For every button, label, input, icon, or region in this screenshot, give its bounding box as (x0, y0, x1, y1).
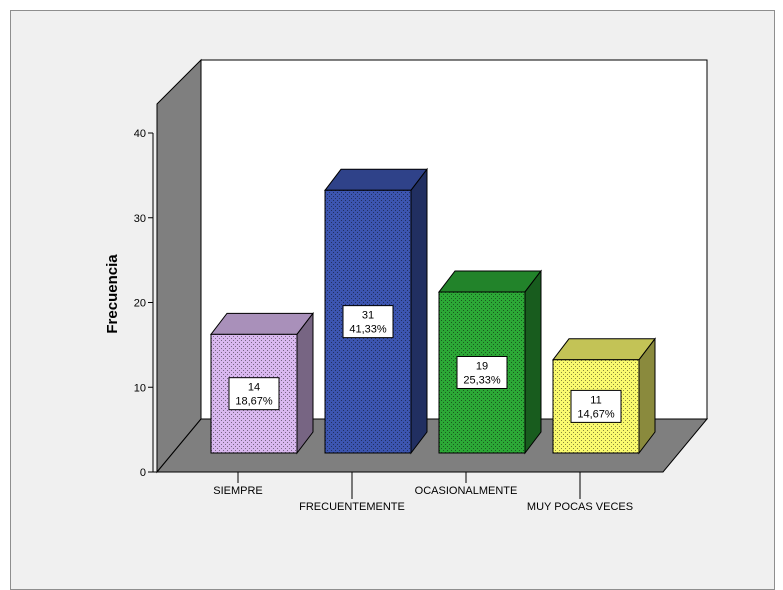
y-tick-label: 20 (134, 298, 146, 310)
bar-side-face (524, 269, 542, 455)
x-category-label: MUY POCAS VECES (527, 501, 633, 513)
bar-chart: 0 10 20 30 40 14 18,67% 31 41,33% 19 25,33% 11 14,6… (104, 58, 709, 513)
chart-side-wall (156, 58, 202, 474)
bar-4: 11 14,67% (551, 337, 657, 455)
bar-2: 31 41,33% (323, 167, 429, 455)
data-label-percent: 41,33% (349, 324, 387, 336)
data-label: 14 18,67% (228, 377, 280, 411)
x-category-label: SIEMPRE (213, 485, 263, 497)
y-tick-label: 0 (140, 467, 146, 479)
y-tick-label: 10 (134, 382, 146, 394)
bar-1: 14 18,67% (209, 311, 315, 455)
data-label-box (456, 355, 508, 389)
data-label-percent: 14,67% (577, 408, 615, 420)
bars-group: 14 18,67% 31 41,33% 19 25,33% 11 14,67% (209, 167, 657, 455)
y-axis-ticks: 0 10 20 30 40 (134, 128, 153, 479)
bar-top-face (209, 312, 315, 335)
bar-side-face (296, 311, 314, 455)
data-label-percent: 25,33% (463, 374, 501, 386)
y-axis-title: Frecuencia (104, 254, 121, 334)
bar-top-face (551, 338, 657, 361)
x-category-label: OCASIONALMENTE (415, 485, 518, 497)
data-label: 19 25,33% (456, 355, 508, 389)
bar-top-face (323, 168, 429, 191)
data-label-count: 14 (248, 382, 260, 394)
y-tick-label: 30 (134, 213, 146, 225)
bar-side-face (638, 337, 656, 455)
x-axis-labels: SIEMPRE FRECUENTEMENTE OCASIONALMENTE MUY P… (213, 472, 633, 513)
x-category-label: FRECUENTEMENTE (299, 501, 405, 513)
data-label: 11 14,67% (570, 389, 622, 423)
data-label: 31 41,33% (342, 305, 394, 339)
bar-top-face (437, 270, 543, 293)
data-label-box (228, 377, 280, 411)
data-label-box (570, 389, 622, 423)
data-label-count: 31 (362, 310, 374, 322)
y-tick-label: 40 (134, 128, 146, 140)
data-label-count: 11 (590, 394, 601, 406)
bar-side-face (410, 167, 428, 455)
data-label-box (342, 305, 394, 339)
data-label-percent: 18,67% (235, 396, 273, 408)
data-label-count: 19 (476, 360, 488, 372)
bar-3: 19 25,33% (437, 269, 543, 455)
